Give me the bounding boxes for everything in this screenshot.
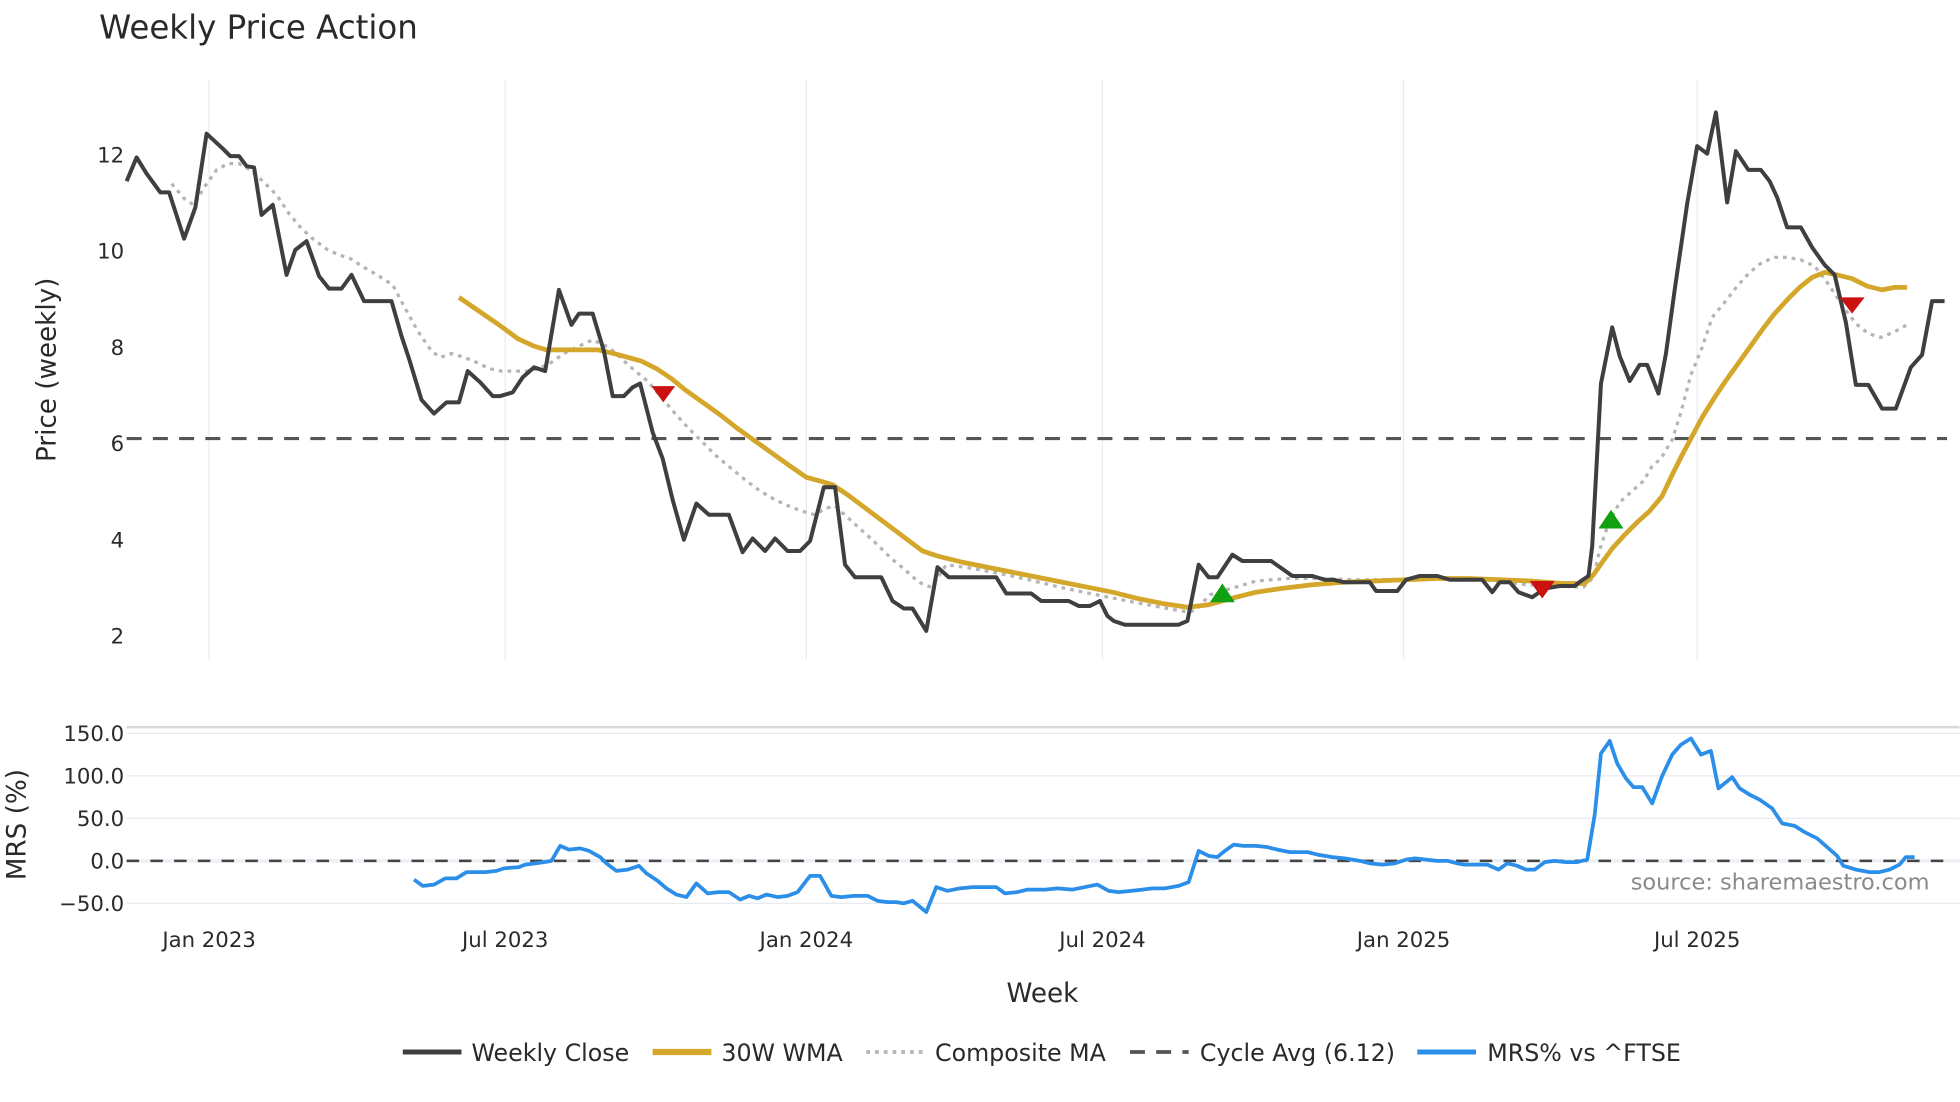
price-y-axis-title: Price (weekly) — [32, 278, 62, 462]
legend-label: 30W WMA — [721, 1039, 843, 1067]
y-tick: 50.0 — [77, 807, 124, 832]
legend-label: MRS% vs ^FTSE — [1487, 1039, 1681, 1067]
x-tick: Jan 2024 — [758, 928, 854, 953]
legend-item-wma30[interactable]: 30W WMA — [652, 1039, 844, 1067]
y-tick: 2 — [111, 624, 125, 649]
legend-item-cycle-avg[interactable]: Cycle Avg (6.12) — [1129, 1039, 1395, 1067]
y-tick: 6 — [111, 432, 125, 457]
legend-label: Weekly Close — [471, 1039, 629, 1067]
mrs-y-axis-title: MRS (%) — [2, 769, 32, 880]
sell-signal-icon — [1529, 580, 1555, 599]
legend-item-weekly-close[interactable]: Weekly Close — [402, 1039, 629, 1067]
mrs-panel: 150.0 100.0 50.0 0.0 −50.0 MRS (%) sourc… — [2, 722, 1960, 917]
x-tick: Jan 2025 — [1355, 928, 1451, 953]
legend: Weekly Close 30W WMA Composite MA Cycle … — [402, 1039, 1681, 1067]
x-tick: Jul 2024 — [1057, 928, 1145, 953]
x-tick: Jul 2023 — [460, 928, 548, 953]
signal-markers — [651, 297, 1865, 603]
x-axis-title: Week — [1007, 979, 1080, 1009]
y-tick: −50.0 — [59, 892, 124, 917]
price-gridlines — [208, 79, 1698, 660]
y-tick: 12 — [97, 143, 124, 168]
y-tick: 0.0 — [90, 849, 124, 874]
y-tick: 10 — [97, 240, 124, 265]
weekly-close-line — [124, 110, 1945, 633]
legend-item-mrs[interactable]: MRS% vs ^FTSE — [1417, 1039, 1681, 1067]
chart-title: Weekly Price Action — [99, 9, 418, 47]
mrs-y-ticks: 150.0 100.0 50.0 0.0 −50.0 — [59, 722, 124, 917]
price-y-ticks: 12 10 8 6 4 2 — [97, 143, 124, 649]
y-tick: 8 — [111, 336, 125, 361]
source-note: source: sharemaestro.com — [1631, 870, 1930, 896]
buy-signal-icon — [1598, 509, 1624, 529]
sell-signal-icon — [1839, 297, 1865, 314]
x-tick: Jul 2025 — [1652, 928, 1740, 953]
composite-ma-line — [170, 162, 1908, 614]
price-panel: 12 10 8 6 4 2 Price (weekly) — [32, 79, 1948, 660]
legend-label: Cycle Avg (6.12) — [1200, 1039, 1395, 1067]
y-tick: 4 — [111, 528, 125, 553]
buy-signal-icon — [1209, 583, 1235, 603]
x-tick: Jan 2023 — [160, 928, 256, 953]
y-tick: 100.0 — [63, 764, 124, 789]
y-tick: 150.0 — [63, 722, 124, 747]
wma30-line — [457, 270, 1908, 610]
sell-signal-icon — [651, 386, 676, 403]
x-axis: Jan 2023 Jul 2023 Jan 2024 Jul 2024 Jan … — [160, 928, 1740, 1009]
legend-item-composite-ma[interactable]: Composite MA — [866, 1039, 1107, 1067]
mrs-line — [412, 736, 1915, 914]
legend-label: Composite MA — [935, 1039, 1107, 1067]
